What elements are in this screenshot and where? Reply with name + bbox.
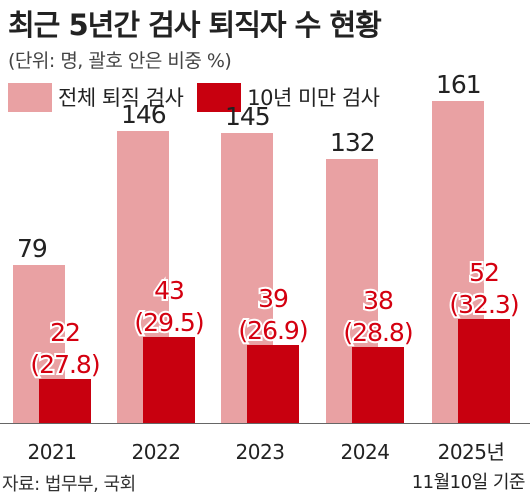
label-total-4: 161 [436,70,481,99]
label-share-1: (29.5) [134,308,203,337]
bar-under10-2 [247,345,299,423]
label-under10-4: 52 [469,258,499,287]
legend-label-total: 전체 퇴직 검사 [58,86,184,110]
source-note: 자료: 법무부, 국회 [2,474,136,495]
legend: 전체 퇴직 검사 10년 미만 검사 [8,82,393,112]
legend-item-under10: 10년 미만 검사 [197,82,380,112]
legend-label-under10: 10년 미만 검사 [247,86,380,110]
label-share-3: (28.8) [343,318,412,347]
label-total-0: 79 [17,234,47,263]
chart-title: 최근 5년간 검사 퇴직자 수 현황 [8,8,382,42]
legend-swatch-total [8,82,52,112]
chart-subtitle: (단위: 명, 괄호 안은 비중 %) [8,50,232,72]
legend-swatch-under10 [197,82,242,112]
label-share-2: (26.9) [238,316,307,345]
label-share-0: (27.8) [30,350,99,379]
bar-under10-0 [39,379,91,423]
label-under10-2: 39 [258,284,288,313]
category-sublabel-4: 11월10일 기준 [412,472,525,493]
legend-item-total: 전체 퇴직 검사 [8,82,184,112]
bar-under10-1 [143,337,195,423]
category-label-1: 2022 [132,440,181,464]
bar-under10-4 [458,319,510,423]
category-label-4: 2025년 [438,440,505,464]
label-under10-0: 22 [50,318,80,347]
category-label-3: 2024 [341,440,390,464]
label-total-1: 146 [121,100,166,129]
label-under10-3: 38 [363,286,393,315]
bar-under10-3 [352,347,404,423]
label-share-4: (32.3) [449,290,518,319]
category-label-0: 2021 [28,440,77,464]
label-under10-1: 43 [154,276,184,305]
label-total-2: 145 [225,102,270,131]
category-label-2: 2023 [236,440,285,464]
label-total-3: 132 [330,128,375,157]
